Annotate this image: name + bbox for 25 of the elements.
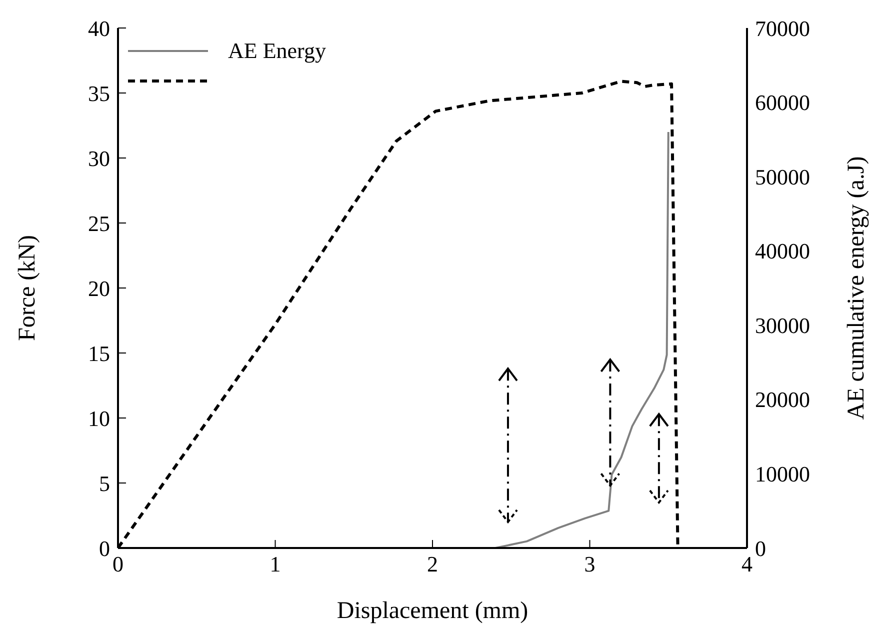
y-tick-label: 20 <box>88 276 110 301</box>
x-tick-label: 2 <box>427 552 438 577</box>
y2-axis-title: AE cumulative energy (a.J) <box>844 156 870 420</box>
y-tick-label: 5 <box>99 470 110 496</box>
y2-tick-label: 40000 <box>755 238 810 264</box>
y2-tick-label: 50000 <box>755 164 810 190</box>
x-axis-title: Displacement (mm) <box>336 598 528 624</box>
y2-tick-label: 70000 <box>755 16 810 41</box>
y2-tick-label: 0 <box>755 536 766 561</box>
y2-tick-label: 20000 <box>755 387 810 412</box>
y2-tick-label: 30000 <box>755 312 810 338</box>
y2-tick-label: 10000 <box>755 462 810 487</box>
y-tick-label: 0 <box>99 536 110 561</box>
y-axis-title: Force (kN) <box>14 235 41 341</box>
y-tick-label: 30 <box>88 146 110 171</box>
y-tick-label: 10 <box>88 406 110 431</box>
x-tick-label: 4 <box>742 552 752 577</box>
y-tick-label: 25 <box>88 210 110 236</box>
y-tick-label: 40 <box>88 16 110 41</box>
legend-label: AE Energy <box>228 38 326 64</box>
x-tick-label: 3 <box>584 552 596 577</box>
y2-tick-label: 60000 <box>755 90 810 116</box>
y-tick-label: 15 <box>88 340 110 366</box>
y-tick-label: 35 <box>88 80 110 106</box>
x-tick-label: 1 <box>270 552 281 577</box>
